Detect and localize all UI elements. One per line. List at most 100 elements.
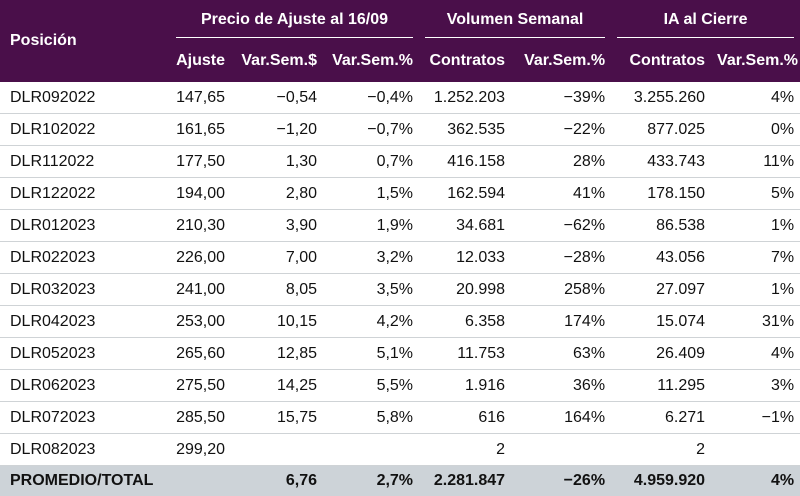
cell-volumen-contratos: 1.252.203 xyxy=(419,82,511,114)
cell-volumen-var-pct: −62% xyxy=(511,210,611,242)
cell-var-sem-pct: 2,7% xyxy=(323,466,419,496)
cell-volumen-var-pct: −26% xyxy=(511,466,611,496)
cell-ia-var-pct: 4% xyxy=(711,466,800,496)
cell-var-sem-pct: 5,1% xyxy=(323,338,419,370)
cell-ia-contratos: 15.074 xyxy=(611,306,711,338)
cell-ia-contratos: 86.538 xyxy=(611,210,711,242)
cell-volumen-contratos: 1.916 xyxy=(419,370,511,402)
cell-posicion: DLR112022 xyxy=(0,146,170,178)
cell-var-sem-pct: 1,5% xyxy=(323,178,419,210)
cell-ia-var-pct: −1% xyxy=(711,402,800,434)
cell-ia-contratos: 4.959.920 xyxy=(611,466,711,496)
cell-var-sem-pesos: 1,30 xyxy=(231,146,323,178)
cell-ajuste: 265,60 xyxy=(170,338,231,370)
cell-volumen-var-pct: 28% xyxy=(511,146,611,178)
cell-ia-contratos: 26.409 xyxy=(611,338,711,370)
cell-var-sem-pesos: −0,54 xyxy=(231,82,323,114)
cell-ia-contratos: 178.150 xyxy=(611,178,711,210)
cell-var-sem-pct: −0,7% xyxy=(323,114,419,146)
cell-var-sem-pesos: 7,00 xyxy=(231,242,323,274)
cell-posicion: DLR122022 xyxy=(0,178,170,210)
cell-posicion: DLR072023 xyxy=(0,402,170,434)
cell-var-sem-pct: 3,2% xyxy=(323,242,419,274)
header-var-sem-pct-precio: Var.Sem.% xyxy=(323,40,419,82)
cell-ajuste: 226,00 xyxy=(170,242,231,274)
header-contratos-ia: Contratos xyxy=(611,40,711,82)
cell-volumen-var-pct: −39% xyxy=(511,82,611,114)
cell-volumen-contratos: 2 xyxy=(419,434,511,466)
cell-var-sem-pesos: −1,20 xyxy=(231,114,323,146)
cell-ia-contratos: 11.295 xyxy=(611,370,711,402)
cell-volumen-var-pct: 63% xyxy=(511,338,611,370)
cell-ajuste: 161,65 xyxy=(170,114,231,146)
cell-volumen-contratos: 20.998 xyxy=(419,274,511,306)
cell-ajuste: 147,65 xyxy=(170,82,231,114)
cell-ajuste: 299,20 xyxy=(170,434,231,466)
cell-ia-var-pct: 1% xyxy=(711,210,800,242)
cell-volumen-contratos: 12.033 xyxy=(419,242,511,274)
cell-volumen-var-pct: 36% xyxy=(511,370,611,402)
cell-var-sem-pct: 5,5% xyxy=(323,370,419,402)
cell-ajuste: 210,30 xyxy=(170,210,231,242)
cell-posicion: DLR082023 xyxy=(0,434,170,466)
cell-posicion: DLR042023 xyxy=(0,306,170,338)
header-posicion: Posición xyxy=(0,0,170,82)
cell-ia-contratos: 43.056 xyxy=(611,242,711,274)
header-var-sem-pct-ia: Var.Sem.% xyxy=(711,40,800,82)
cell-posicion: DLR062023 xyxy=(0,370,170,402)
cell-volumen-contratos: 162.594 xyxy=(419,178,511,210)
cell-ajuste: 194,00 xyxy=(170,178,231,210)
cell-ia-contratos: 27.097 xyxy=(611,274,711,306)
cell-ia-var-pct: 3% xyxy=(711,370,800,402)
cell-ia-contratos: 433.743 xyxy=(611,146,711,178)
header-var-sem-pesos: Var.Sem.$ xyxy=(231,40,323,82)
cell-ia-contratos: 6.271 xyxy=(611,402,711,434)
cell-volumen-contratos: 616 xyxy=(419,402,511,434)
cell-posicion: DLR102022 xyxy=(0,114,170,146)
cell-volumen-contratos: 2.281.847 xyxy=(419,466,511,496)
cell-volumen-contratos: 416.158 xyxy=(419,146,511,178)
cell-ia-var-pct: 4% xyxy=(711,338,800,370)
cell-ia-var-pct xyxy=(711,434,800,466)
cell-ia-var-pct: 31% xyxy=(711,306,800,338)
cell-ia-contratos: 3.255.260 xyxy=(611,82,711,114)
header-contratos-volumen: Contratos xyxy=(419,40,511,82)
cell-ajuste: 253,00 xyxy=(170,306,231,338)
header-group-precio: Precio de Ajuste al 16/09 xyxy=(170,0,419,40)
cell-total-label: PROMEDIO/TOTAL xyxy=(0,466,170,496)
cell-volumen-var-pct: 258% xyxy=(511,274,611,306)
cell-var-sem-pesos: 15,75 xyxy=(231,402,323,434)
cell-volumen-var-pct: 164% xyxy=(511,402,611,434)
cell-volumen-contratos: 6.358 xyxy=(419,306,511,338)
cell-var-sem-pesos: 6,76 xyxy=(231,466,323,496)
cell-var-sem-pesos xyxy=(231,434,323,466)
cell-var-sem-pct: 5,8% xyxy=(323,402,419,434)
cell-volumen-var-pct: −28% xyxy=(511,242,611,274)
header-group-volumen: Volumen Semanal xyxy=(419,0,611,40)
cell-ia-var-pct: 11% xyxy=(711,146,800,178)
cell-ia-var-pct: 4% xyxy=(711,82,800,114)
header-group-ia: IA al Cierre xyxy=(611,0,800,40)
cell-var-sem-pct: 3,5% xyxy=(323,274,419,306)
cell-ajuste xyxy=(170,466,231,496)
cell-posicion: DLR092022 xyxy=(0,82,170,114)
cell-var-sem-pct: 0,7% xyxy=(323,146,419,178)
cell-ia-var-pct: 0% xyxy=(711,114,800,146)
cell-ia-contratos: 877.025 xyxy=(611,114,711,146)
cell-posicion: DLR052023 xyxy=(0,338,170,370)
cell-ia-contratos: 2 xyxy=(611,434,711,466)
cell-ia-var-pct: 7% xyxy=(711,242,800,274)
cell-var-sem-pesos: 14,25 xyxy=(231,370,323,402)
cell-volumen-contratos: 362.535 xyxy=(419,114,511,146)
cell-var-sem-pct xyxy=(323,434,419,466)
